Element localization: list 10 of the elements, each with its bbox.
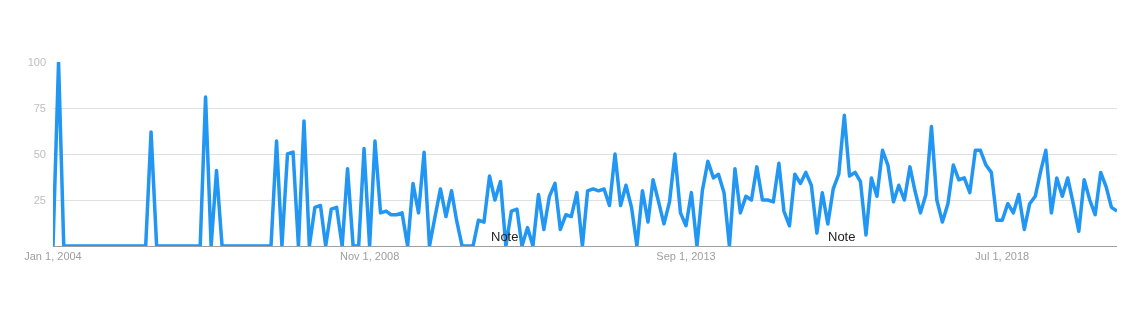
y-tick-label: 25: [33, 193, 46, 206]
x-tick-label: Jul 1, 2018: [975, 250, 1030, 263]
x-tick-label: Jan 1, 2004: [24, 250, 82, 263]
y-tick-label: 75: [33, 101, 46, 114]
y-tick-label: 50: [33, 147, 46, 160]
x-tick-label: Sep 1, 2013: [656, 250, 716, 263]
x-tick-label: Nov 1, 2008: [339, 250, 400, 263]
annotation: Note: [828, 229, 856, 244]
y-tick-label: 100: [27, 55, 46, 68]
line-series: [53, 62, 1117, 246]
